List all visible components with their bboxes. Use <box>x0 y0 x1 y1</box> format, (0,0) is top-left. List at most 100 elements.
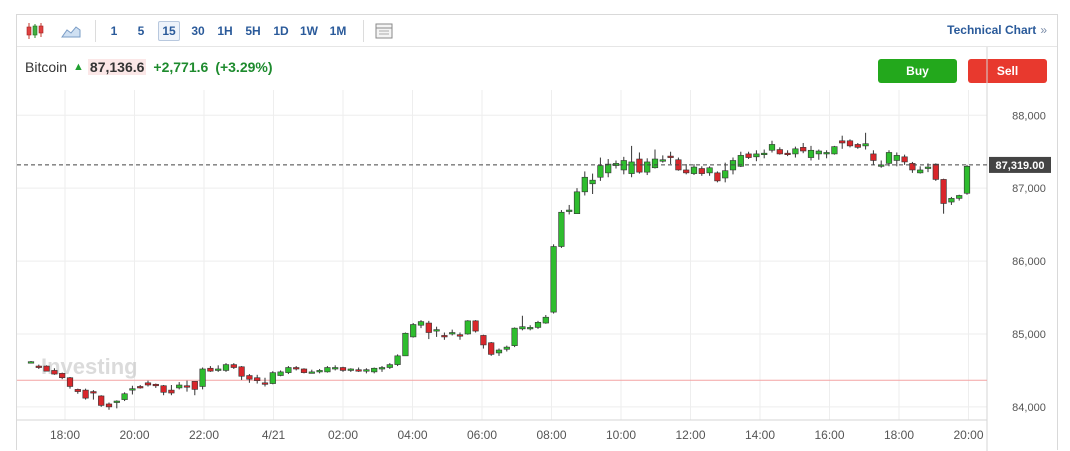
candle-down[interactable] <box>839 140 846 144</box>
candle-up[interactable] <box>495 349 503 354</box>
candle-up[interactable] <box>761 152 768 155</box>
candle-down[interactable] <box>870 153 877 161</box>
timeframe-1h[interactable]: 1H <box>217 24 233 38</box>
candle-down[interactable] <box>168 389 175 394</box>
candle-down[interactable] <box>246 375 253 380</box>
candle-up[interactable] <box>597 165 604 178</box>
candle-down[interactable] <box>854 144 861 148</box>
candle-down[interactable] <box>339 367 347 371</box>
candle-up[interactable] <box>269 372 276 384</box>
candle-up[interactable] <box>768 144 776 151</box>
candle-down[interactable] <box>183 385 191 388</box>
candle-up[interactable] <box>628 161 635 174</box>
candle-down[interactable] <box>800 147 807 152</box>
candle-up[interactable] <box>121 393 128 400</box>
candle-up[interactable] <box>527 327 534 330</box>
candle-down[interactable] <box>261 382 269 385</box>
candle-down[interactable] <box>254 377 261 381</box>
candle-up[interactable] <box>573 191 581 214</box>
candle-down[interactable] <box>74 389 81 392</box>
candle-up[interactable] <box>222 364 230 371</box>
candle-down[interactable] <box>745 153 752 158</box>
candle-up[interactable] <box>542 316 549 324</box>
table-icon[interactable] <box>372 20 396 42</box>
candle-up[interactable] <box>347 368 354 371</box>
candle-down[interactable] <box>355 369 362 372</box>
candle-down[interactable] <box>901 156 908 163</box>
candle-up[interactable] <box>807 149 815 158</box>
candle-up[interactable] <box>885 152 893 164</box>
candle-up[interactable] <box>659 159 666 162</box>
candle-up[interactable] <box>917 169 924 174</box>
candle-up[interactable] <box>410 324 417 338</box>
candle-up[interactable] <box>651 158 659 169</box>
candle-up[interactable] <box>815 150 822 155</box>
candle-up[interactable] <box>308 371 315 374</box>
candle-down[interactable] <box>191 381 198 390</box>
candle-down[interactable] <box>238 366 245 377</box>
candle-down[interactable] <box>683 169 690 174</box>
candle-up[interactable] <box>433 329 440 332</box>
candle-up[interactable] <box>690 166 698 174</box>
candle-down[interactable] <box>932 163 939 180</box>
candle-down[interactable] <box>230 364 237 368</box>
technical-chart-link[interactable]: Technical Chart» <box>947 23 1047 37</box>
candle-up[interactable] <box>386 364 393 368</box>
candle-down[interactable] <box>59 373 66 379</box>
candle-down[interactable] <box>940 179 947 204</box>
candle-up[interactable] <box>605 163 612 174</box>
candle-down[interactable] <box>698 168 705 174</box>
candle-down[interactable] <box>98 395 105 406</box>
candle-up[interactable] <box>129 388 136 391</box>
timeframe-1m[interactable]: 1M <box>329 24 347 38</box>
sell-button[interactable]: Sell <box>968 59 1047 83</box>
candle-up[interactable] <box>519 326 526 330</box>
candle-down[interactable] <box>846 140 854 147</box>
candle-down[interactable] <box>207 367 214 372</box>
candle-up[interactable] <box>566 209 573 212</box>
candle-down[interactable] <box>90 391 97 394</box>
candle-up[interactable] <box>277 371 284 376</box>
candle-down[interactable] <box>105 403 113 408</box>
candle-down[interactable] <box>51 370 58 375</box>
candle-up[interactable] <box>371 367 378 373</box>
candle-up[interactable] <box>378 367 386 370</box>
candlestick-icon[interactable] <box>23 20 47 42</box>
candle-down[interactable] <box>909 163 916 171</box>
candle-down[interactable] <box>472 320 479 332</box>
candle-up[interactable] <box>332 367 339 370</box>
candle-up[interactable] <box>589 179 596 185</box>
candle-down[interactable] <box>66 377 74 387</box>
candle-up[interactable] <box>394 355 401 365</box>
candle-up[interactable] <box>534 322 542 328</box>
candle-down[interactable] <box>784 152 791 155</box>
timeframe-5h[interactable]: 5H <box>245 24 261 38</box>
candle-down[interactable] <box>776 149 783 155</box>
candle-down[interactable] <box>144 382 152 386</box>
candle-up[interactable] <box>753 153 760 158</box>
candle-down[interactable] <box>456 334 464 337</box>
candle-up[interactable] <box>558 211 565 247</box>
candle-down[interactable] <box>425 322 432 333</box>
timeframe-15[interactable]: 15 <box>158 21 180 41</box>
candle-up[interactable] <box>324 367 331 373</box>
candle-down[interactable] <box>480 335 487 346</box>
candle-up[interactable] <box>402 332 409 357</box>
candle-up[interactable] <box>644 161 651 173</box>
candle-up[interactable] <box>511 327 518 346</box>
candle-down[interactable] <box>441 335 448 338</box>
candle-down[interactable] <box>35 365 42 368</box>
candle-down[interactable] <box>636 158 643 173</box>
candle-up[interactable] <box>27 361 35 364</box>
timeframe-1w[interactable]: 1W <box>300 24 318 38</box>
candle-up[interactable] <box>176 384 183 389</box>
candle-up[interactable] <box>581 176 588 193</box>
candle-down[interactable] <box>82 389 89 399</box>
area-chart-icon[interactable] <box>59 20 83 42</box>
candle-up[interactable] <box>831 146 838 155</box>
candle-up[interactable] <box>893 155 900 161</box>
candle-down[interactable] <box>293 367 300 370</box>
candle-up[interactable] <box>449 332 456 335</box>
candle-up[interactable] <box>316 370 323 373</box>
candle-up[interactable] <box>503 346 510 350</box>
